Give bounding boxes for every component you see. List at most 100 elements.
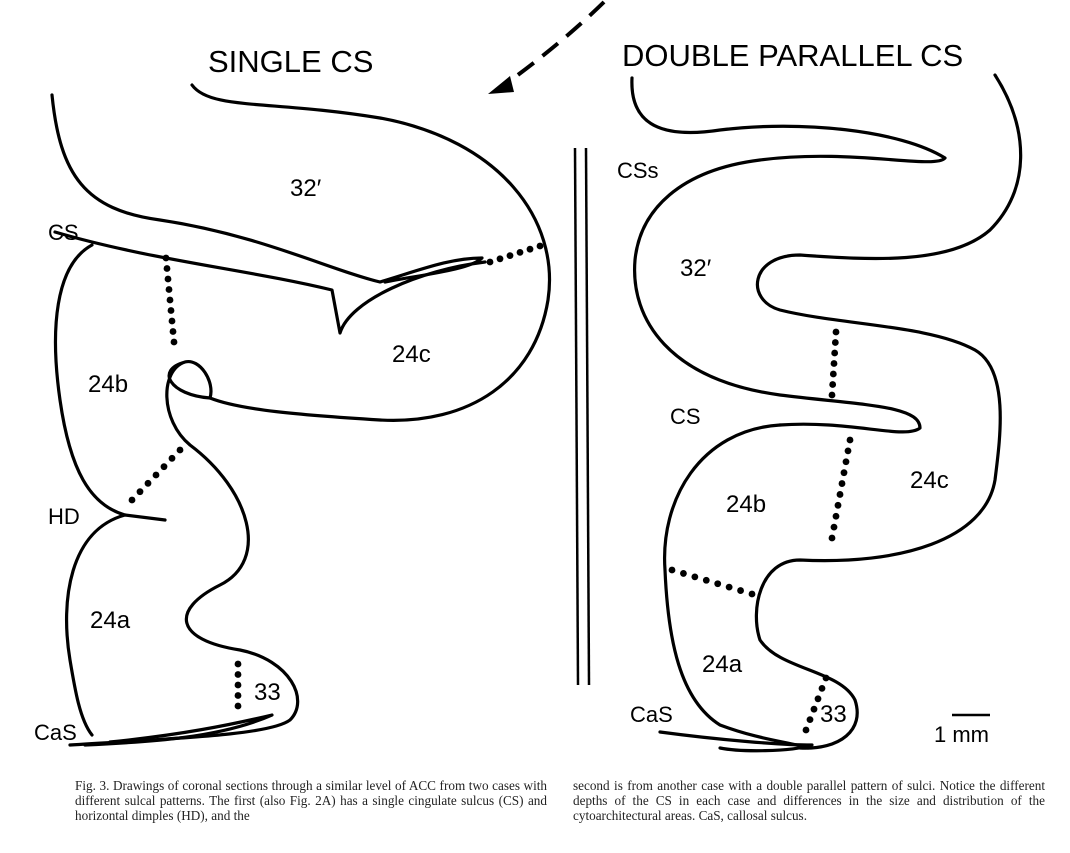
figure-drawing: SINGLE CS DOUBLE PARALLEL CS 32′ CS 24c … [34, 0, 1023, 753]
boundary-dot [737, 587, 744, 594]
left-label-24c: 24c [392, 341, 431, 368]
right-dots-24b-24c [828, 436, 854, 542]
boundary-dot [831, 349, 839, 357]
boundary-dot [163, 265, 171, 272]
boundary-dot [829, 381, 837, 388]
left-label-32: 32′ [290, 175, 322, 202]
left-outline-outer [190, 83, 551, 422]
right-label-24c: 24c [910, 467, 949, 494]
caption-column-2: second is from another case with a doubl… [573, 778, 1045, 823]
boundary-dot [814, 695, 822, 703]
boundary-dot [810, 705, 818, 713]
left-label-cas: CaS [34, 720, 77, 745]
boundary-dot [832, 328, 840, 336]
left-dots-24b-24a [128, 446, 184, 504]
boundary-dot [234, 660, 242, 668]
boundary-dot [828, 391, 836, 399]
boundary-dot [526, 245, 534, 253]
double-parallel-cs-section: CSs 32′ CS 24c 24b 24a CaS 33 1 mm [617, 73, 1023, 753]
scale-bar-label: 1 mm [934, 722, 989, 747]
boundary-dot [806, 716, 814, 723]
boundary-dot [831, 339, 839, 346]
boundary-dot [829, 370, 837, 378]
right-label-cs: CS [670, 404, 701, 429]
boundary-dot [714, 580, 722, 588]
right-cas-line [658, 730, 814, 753]
left-label-24b: 24b [88, 371, 128, 398]
boundary-dot [668, 566, 676, 574]
left-dots-cs-to-24b [162, 254, 178, 346]
right-dots-24a-33 [802, 674, 830, 734]
caption-column-1: Fig. 3. Drawings of coronal sections thr… [75, 778, 547, 823]
boundary-dot [680, 570, 687, 577]
left-dots-24a-33 [234, 660, 242, 710]
boundary-dot [162, 254, 170, 262]
right-label-cas: CaS [630, 702, 673, 727]
boundary-dot [536, 242, 544, 250]
right-outline-inner [662, 423, 810, 750]
boundary-dot [167, 307, 175, 314]
boundary-dot [169, 328, 177, 335]
boundary-dot [842, 458, 850, 466]
boundary-dot [176, 446, 184, 454]
boundary-dot [496, 255, 504, 263]
boundary-dot [840, 469, 848, 477]
boundary-dot [702, 576, 710, 584]
divider-line-right [584, 147, 591, 686]
left-label-24a: 24a [90, 607, 131, 634]
figure-caption: Fig. 3. Drawings of coronal sections thr… [75, 778, 1045, 823]
boundary-dot [725, 583, 733, 591]
boundary-dot [152, 471, 160, 479]
right-outline-top [630, 76, 947, 434]
boundary-dot [128, 496, 136, 504]
boundary-dot [170, 338, 178, 346]
dashed-arrow [488, 0, 606, 94]
left-outline-top [50, 93, 484, 284]
right-label-24b: 24b [726, 491, 766, 518]
left-label-cs: CS [48, 220, 79, 245]
boundary-dot [818, 685, 826, 692]
boundary-dot [828, 534, 836, 542]
right-outline-outer [754, 73, 1023, 750]
boundary-dot [506, 252, 514, 259]
left-label-33: 33 [254, 679, 281, 706]
boundary-dot [168, 317, 176, 325]
single-cs-section: 32′ CS 24c 24b HD 24a 33 CaS [34, 83, 551, 747]
left-dots-32-24c [486, 242, 544, 266]
boundary-dot [516, 249, 524, 256]
boundary-dot [691, 573, 699, 581]
boundary-dot [165, 286, 173, 293]
boundary-dot [160, 463, 168, 471]
boundary-dot [822, 674, 830, 682]
boundary-dot [168, 454, 176, 462]
boundary-dot [234, 681, 242, 689]
right-label-24a: 24a [702, 651, 743, 678]
boundary-dot [164, 275, 172, 283]
boundary-dot [144, 479, 152, 487]
left-label-hd: HD [48, 504, 80, 529]
boundary-dot [748, 590, 756, 598]
left-outline-lower [53, 243, 300, 747]
divider-line-left [573, 147, 580, 686]
boundary-dot [166, 296, 174, 304]
boundary-dot [802, 726, 810, 734]
boundary-dot [136, 488, 144, 496]
boundary-dot [830, 523, 838, 531]
right-label-33: 33 [820, 701, 847, 728]
right-label-32: 32′ [680, 255, 712, 282]
right-dots-32-cs [828, 328, 840, 399]
boundary-dot [846, 436, 854, 444]
title-double-parallel-cs: DOUBLE PARALLEL CS [622, 38, 963, 73]
right-label-css: CSs [617, 158, 659, 183]
right-dots-24b-24a [668, 566, 756, 598]
left-cs-sulcus [53, 230, 487, 335]
boundary-dot [486, 258, 494, 266]
left-cas-line [83, 713, 274, 747]
boundary-dot [234, 671, 242, 678]
boundary-dot [838, 480, 846, 487]
boundary-dot [830, 360, 838, 367]
boundary-dot [234, 702, 242, 710]
boundary-dot [234, 692, 242, 699]
title-single-cs: SINGLE CS [208, 44, 373, 79]
boundary-dot [844, 447, 852, 455]
